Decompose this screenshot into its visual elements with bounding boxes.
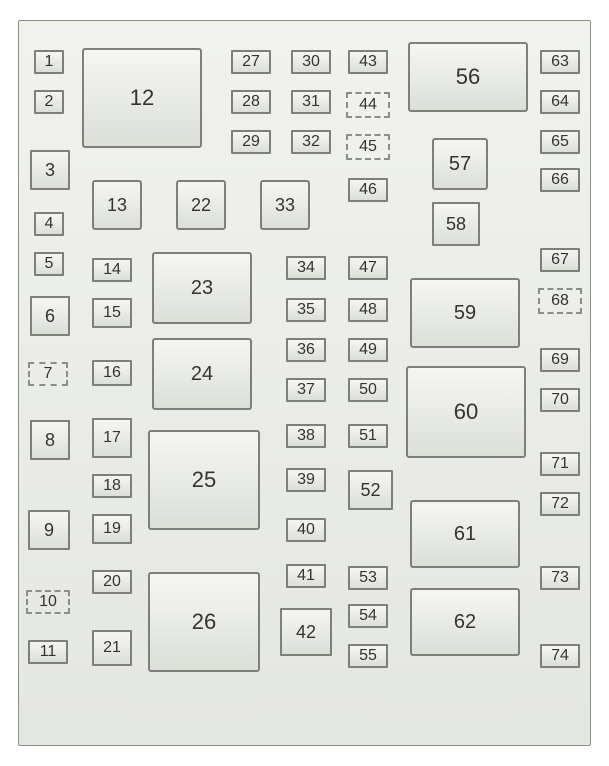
fuse-30: 30: [291, 50, 331, 74]
fuse-53: 53: [348, 566, 388, 590]
fuse-36: 36: [286, 338, 326, 362]
fuse-39: 39: [286, 468, 326, 492]
fuse-26: 26: [148, 572, 260, 672]
fuse-17: 17: [92, 418, 132, 458]
fuse-52: 52: [348, 470, 393, 510]
fuse-47: 47: [348, 256, 388, 280]
fuse-55: 55: [348, 644, 388, 668]
fuse-70: 70: [540, 388, 580, 412]
fuse-33: 33: [260, 180, 310, 230]
fuse-45: 45: [346, 134, 390, 160]
fuse-22: 22: [176, 180, 226, 230]
fuse-34: 34: [286, 256, 326, 280]
fuse-64: 64: [540, 90, 580, 114]
fuse-16: 16: [92, 360, 132, 386]
fuse-8: 8: [30, 420, 70, 460]
fuse-7: 7: [28, 362, 68, 386]
fuse-19: 19: [92, 514, 132, 544]
fuse-29: 29: [231, 130, 271, 154]
fuse-51: 51: [348, 424, 388, 448]
fuse-13: 13: [92, 180, 142, 230]
fuse-25: 25: [148, 430, 260, 530]
fuse-3: 3: [30, 150, 70, 190]
fuse-56: 56: [408, 42, 528, 112]
fuse-37: 37: [286, 378, 326, 402]
fuse-11: 11: [28, 640, 68, 664]
fuse-71: 71: [540, 452, 580, 476]
fuse-21: 21: [92, 630, 132, 666]
fuse-42: 42: [280, 608, 332, 656]
fuse-69: 69: [540, 348, 580, 372]
fuse-44: 44: [346, 92, 390, 118]
fuse-14: 14: [92, 258, 132, 282]
fuse-38: 38: [286, 424, 326, 448]
fuse-72: 72: [540, 492, 580, 516]
fuse-43: 43: [348, 50, 388, 74]
fuse-28: 28: [231, 90, 271, 114]
fuse-1: 1: [34, 50, 64, 74]
fuse-62: 62: [410, 588, 520, 656]
fuse-box-diagram: 1234567891011121314151617181920212223242…: [0, 0, 609, 766]
fuse-31: 31: [291, 90, 331, 114]
fuse-48: 48: [348, 298, 388, 322]
fuse-9: 9: [28, 510, 70, 550]
fuse-65: 65: [540, 130, 580, 154]
fuse-73: 73: [540, 566, 580, 590]
fuse-50: 50: [348, 378, 388, 402]
fuse-58: 58: [432, 202, 480, 246]
fuse-32: 32: [291, 130, 331, 154]
fuse-18: 18: [92, 474, 132, 498]
fuse-27: 27: [231, 50, 271, 74]
fuse-49: 49: [348, 338, 388, 362]
fuse-63: 63: [540, 50, 580, 74]
fuse-5: 5: [34, 252, 64, 276]
fuse-57: 57: [432, 138, 488, 190]
fuse-15: 15: [92, 298, 132, 328]
fuse-23: 23: [152, 252, 252, 324]
fuse-59: 59: [410, 278, 520, 348]
fuse-60: 60: [406, 366, 526, 458]
fuse-4: 4: [34, 212, 64, 236]
fuse-10: 10: [26, 590, 70, 614]
fuse-68: 68: [538, 288, 582, 314]
fuse-67: 67: [540, 248, 580, 272]
fuse-74: 74: [540, 644, 580, 668]
fuse-6: 6: [30, 296, 70, 336]
fuse-61: 61: [410, 500, 520, 568]
fuse-46: 46: [348, 178, 388, 202]
fuse-66: 66: [540, 168, 580, 192]
fuse-35: 35: [286, 298, 326, 322]
fuse-20: 20: [92, 570, 132, 594]
fuse-54: 54: [348, 604, 388, 628]
fuse-12: 12: [82, 48, 202, 148]
fuse-41: 41: [286, 564, 326, 588]
fuse-2: 2: [34, 90, 64, 114]
fuse-40: 40: [286, 518, 326, 542]
fuse-24: 24: [152, 338, 252, 410]
